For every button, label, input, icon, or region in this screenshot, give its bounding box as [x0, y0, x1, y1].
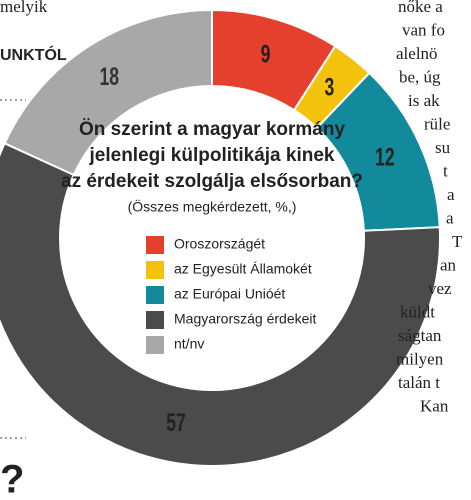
- side-text: nőke a: [398, 0, 443, 16]
- side-text: t: [443, 161, 448, 180]
- side-text: a: [447, 185, 455, 204]
- data-label: 12: [375, 143, 395, 172]
- legend-swatch: [146, 311, 164, 329]
- chart-title: Ön szerint a magyar kormány jelenlegi kül…: [61, 119, 363, 192]
- legend-swatch: [146, 236, 164, 254]
- donut-segment: [0, 141, 441, 467]
- side-text: su: [435, 138, 451, 157]
- data-label: 9: [261, 39, 271, 68]
- data-label: 57: [166, 408, 186, 437]
- side-text: talán t: [398, 373, 440, 392]
- side-text: melyik: [0, 0, 48, 16]
- side-text: vez: [428, 279, 452, 298]
- data-label: 18: [99, 62, 119, 91]
- chart-subtitle: (Összes megkérdezett, %,): [128, 198, 297, 215]
- data-label: 3: [325, 72, 335, 101]
- side-text: be, úg: [399, 67, 441, 86]
- side-text: Kan: [420, 396, 449, 415]
- side-text: alelnö: [396, 44, 438, 63]
- legend-swatch: [146, 261, 164, 279]
- legend-swatch: [146, 286, 164, 304]
- side-text: an: [440, 255, 457, 274]
- donut: 9 3 12 57 18: [0, 8, 441, 467]
- legend-label: az Egyesült Államokét: [174, 261, 312, 277]
- side-text: is ak: [408, 91, 440, 110]
- side-text: küldt: [400, 302, 435, 321]
- legend-label: nt/nv: [174, 336, 204, 352]
- legend-label: az Európai Unióét: [174, 286, 285, 302]
- side-text: ságtan: [398, 326, 442, 345]
- legend-label: Magyarország érdekeit: [174, 311, 317, 327]
- side-text: a: [446, 208, 454, 227]
- side-text: rüle: [424, 114, 450, 133]
- legend-swatch: [146, 336, 164, 354]
- side-text: T: [452, 232, 463, 251]
- side-heading: UNKTÓL: [0, 45, 67, 64]
- side-heading: ?: [0, 458, 24, 500]
- side-text: van fo: [402, 20, 445, 39]
- legend-label: Oroszországét: [174, 236, 265, 252]
- side-text: milyen: [396, 349, 444, 368]
- donut-segment: [3, 8, 213, 177]
